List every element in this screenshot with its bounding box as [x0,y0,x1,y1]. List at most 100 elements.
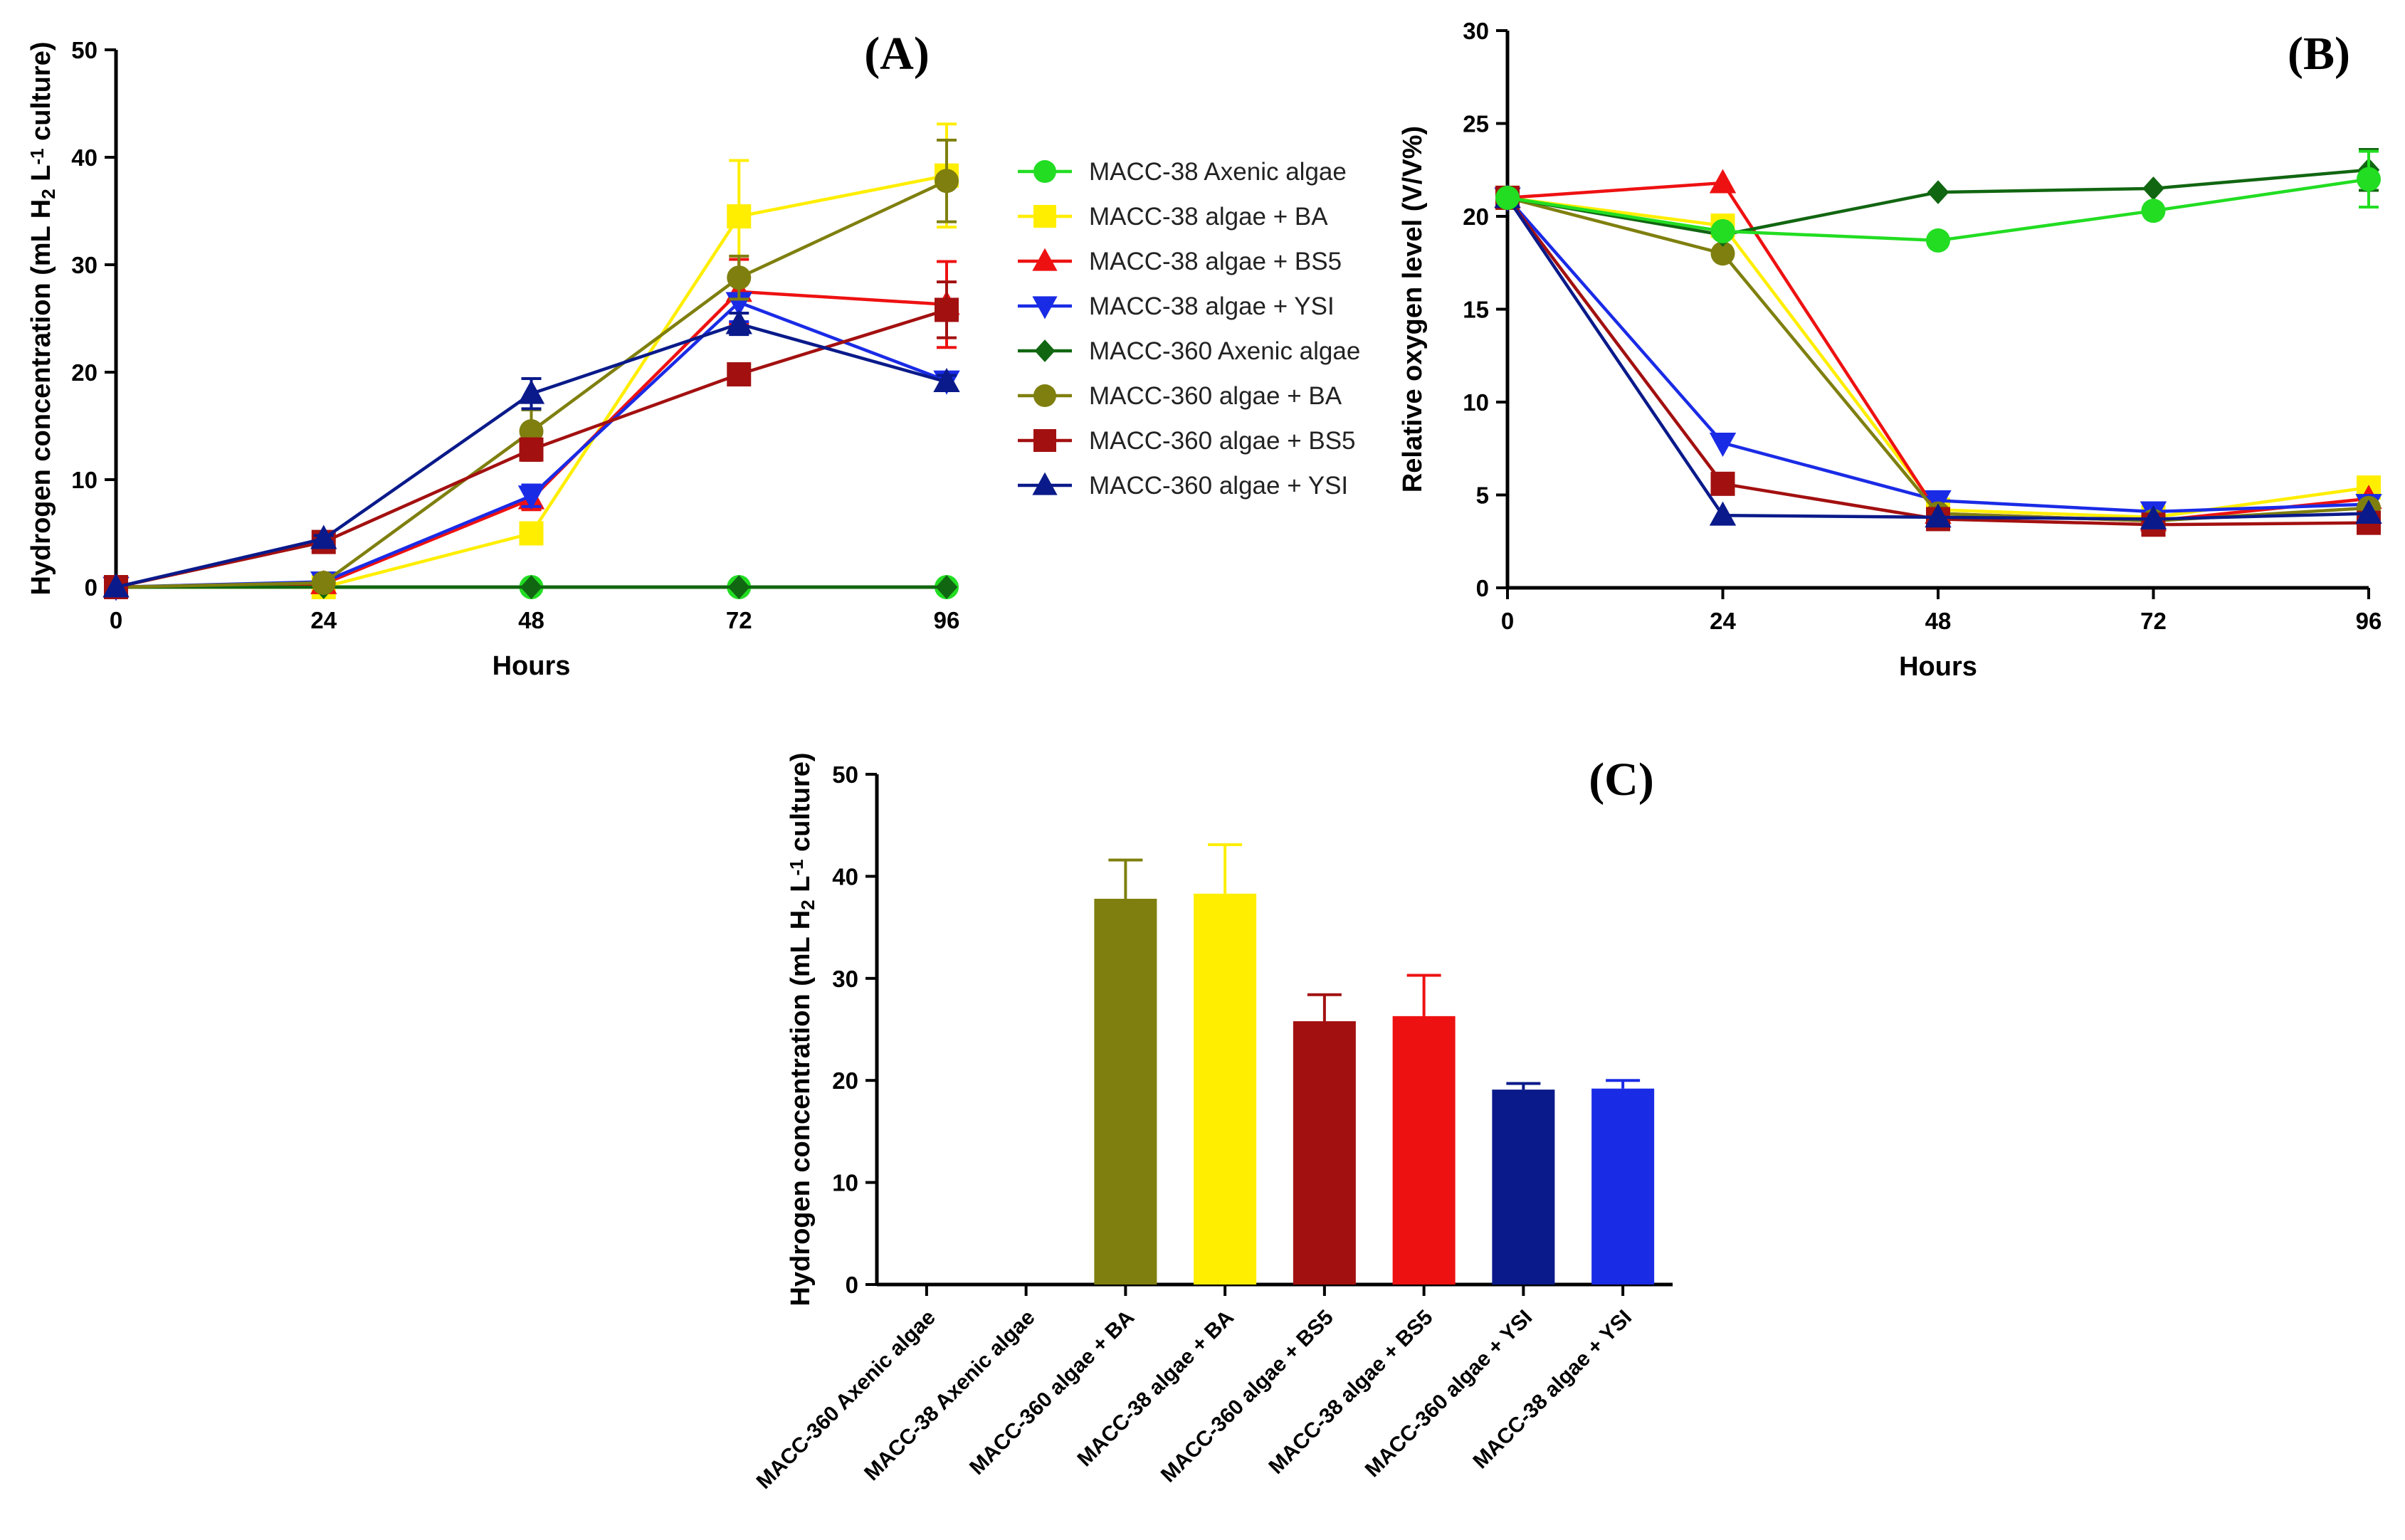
y-tick-label: 30 [1463,18,1489,44]
y-tick-label: 30 [71,252,98,278]
category-label: MACC-360 Axenic algae [752,1306,940,1494]
legend-item-macc-360-axenic-algae: MACC-360 Axenic algae [1018,337,1360,365]
x-tick-label: 72 [726,607,752,633]
legend-item-macc-38-algae-bs5: MACC-38 algae + BS5 [1018,248,1342,275]
data-point [2357,167,2381,191]
y-tick-label: 20 [1463,204,1489,230]
legend-item-macc-38-algae-ysi: MACC-38 algae + YSI [1018,292,1335,320]
legend-marker [1032,248,1058,271]
y-tick-label: 20 [832,1067,858,1094]
legend-marker [1033,160,1056,183]
x-axis-label: Hours [493,651,571,681]
series-macc-38-algae-bs5 [1494,169,2382,532]
category-label: MACC-38 algae + YSI [1468,1306,1636,1474]
x-tick-label: 0 [110,607,122,633]
category-label: MACC-38 Axenic algae [860,1306,1039,1485]
data-point [520,575,542,599]
data-point [2142,176,2164,201]
unit-text: L [786,876,816,900]
x-tick-label: 24 [310,607,337,633]
data-point [1709,432,1737,457]
y-tick-label: 10 [1463,389,1489,416]
unit-text-end: culture) [26,42,56,149]
data-point [1709,169,1737,194]
bar [1293,1021,1356,1285]
legend-item-macc-38-axenic-algae: MACC-38 Axenic algae [1018,158,1347,186]
x-tick-label: 48 [518,607,544,633]
legend-item-macc-360-algae-bs5: MACC-360 algae + BS5 [1018,427,1356,455]
data-point [1710,218,1735,243]
panel-title: (B) [2288,28,2350,80]
x-tick-label: 72 [2140,608,2167,634]
bar [1094,898,1157,1285]
y-tick-label: 0 [846,1272,858,1298]
data-point [935,297,959,322]
data-point [2140,505,2167,529]
legend-marker [1034,339,1056,362]
series-macc-360-axenic-algae [105,575,958,599]
bar [1591,1088,1655,1285]
series-macc-360-algae-bs5 [104,280,959,599]
bar [1492,1090,1555,1285]
data-point [1926,228,1950,253]
data-point [519,419,544,444]
superscript-minus-1: -1 [26,148,48,164]
x-tick-label: 96 [2356,608,2382,634]
data-point [727,204,752,229]
category-label: MACC-360 algae + BS5 [1157,1306,1338,1487]
category-label: MACC-360 algae + BA [965,1306,1139,1480]
y-tick-label: 10 [832,1170,858,1196]
legend-label: MACC-38 algae + BS5 [1089,248,1342,275]
bar [1392,1016,1456,1285]
bar-macc-38-axenic-algae: MACC-38 Axenic algae [860,1285,1040,1485]
y-tick-label: 0 [85,574,98,601]
subscript-2: 2 [38,189,59,199]
panel-c-hydrogen-bar-chart: 0 10 20 30 40 50 Hydrogen concentration (mL H2… [752,753,1673,1494]
data-point [1927,180,1949,204]
data-point [517,379,545,404]
legend-marker [1032,472,1058,495]
y-tick-label: 0 [1476,575,1489,601]
data-point [1495,185,1520,210]
data-point [727,575,750,599]
legend: MACC-38 Axenic algae MACC-38 algae + BA MA… [1018,158,1360,500]
legend-label: MACC-360 algae + BA [1089,382,1342,410]
panel-title: (A) [864,28,930,80]
data-point [519,521,544,546]
legend-label: MACC-38 algae + YSI [1089,292,1335,320]
x-tick-label: 48 [1925,608,1952,634]
series-macc-360-algae-ysi [102,310,960,598]
data-point [1709,501,1737,526]
data-point [933,368,960,393]
y-axis-label: Relative oxygen level (V/V%) [1398,126,1428,492]
data-point [2355,500,2382,524]
legend-item-macc-360-algae-ba: MACC-360 algae + BA [1018,382,1342,410]
y-axis-label: Hydrogen concentration (mL H2 L-1 cultur… [786,753,819,1307]
series-macc-38-axenic-algae [1495,149,2381,253]
category-label: MACC-38 algae + BS5 [1264,1306,1437,1479]
y-tick-label: 50 [832,761,858,788]
data-point [311,570,336,595]
unit-text-end: culture) [786,753,816,860]
x-axis-label: Hours [1899,652,1977,682]
data-point [1925,503,1952,528]
legend-label: MACC-38 algae + BA [1089,203,1328,231]
unit-text: L [26,165,56,189]
x-tick-label: 24 [1710,608,1736,634]
legend-label: MACC-360 algae + YSI [1089,472,1348,500]
legend-marker [1033,384,1056,407]
panel-a-hydrogen-line-chart: 0 10 20 30 40 50 0 24 48 72 96 Hours Hydrogen concen… [26,28,960,681]
legend-label: MACC-38 Axenic algae [1089,158,1347,186]
y-tick-label: 15 [1463,297,1489,323]
data-point [935,575,958,599]
data-point [1710,471,1735,496]
data-point [517,485,545,510]
data-point [2141,199,2166,223]
data-point [519,437,544,462]
y-tick-label: 40 [71,144,98,171]
y-tick-label: 40 [832,863,858,890]
legend-item-macc-360-algae-ysi: MACC-360 algae + YSI [1018,472,1348,500]
data-point [102,573,130,598]
data-point [310,524,337,549]
